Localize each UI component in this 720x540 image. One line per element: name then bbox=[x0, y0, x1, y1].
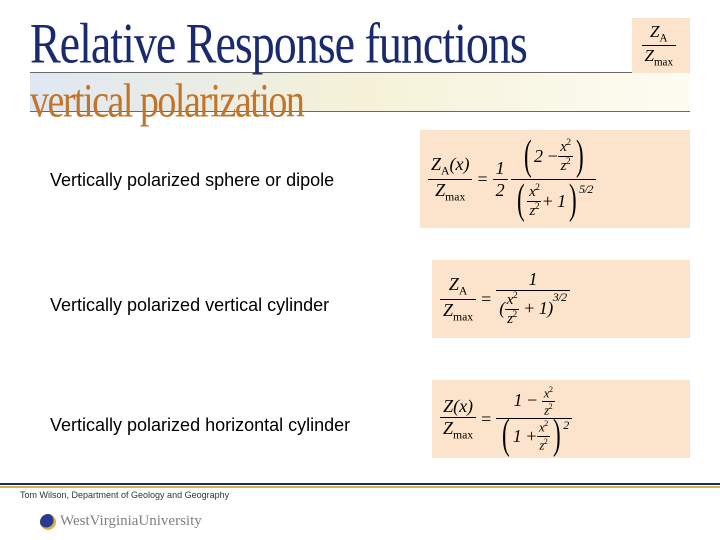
title-area: Relative Response functions vertical pol… bbox=[0, 0, 720, 130]
equation-hcyl: Z(x) Zmax = 1 − x2z2 ( 1 + x2z2 )2 bbox=[432, 380, 690, 458]
eq1-plus1: + 1 bbox=[541, 191, 565, 212]
hr-den-sub: max bbox=[654, 56, 673, 68]
eq1-lhs-den: Z bbox=[435, 180, 445, 200]
wvu-logo-text: WestVirginiaUniversity bbox=[40, 513, 202, 530]
eq3-p1: 2 bbox=[549, 385, 553, 394]
item-label-3: Vertically polarized horizontal cylinder bbox=[50, 415, 350, 436]
eq3-p3: 2 bbox=[544, 419, 548, 428]
header-ratio-eq: ZA Zmax bbox=[632, 18, 691, 73]
eq2-lhs-den: Z bbox=[443, 300, 453, 320]
eq1-p1: 2 bbox=[566, 138, 570, 148]
eq1-const-den: 2 bbox=[493, 180, 508, 201]
eq3-p4: 2 bbox=[544, 437, 548, 446]
footer-divider-blue bbox=[0, 483, 720, 485]
eq3-lhs-den-sub: max bbox=[453, 428, 473, 441]
hr-den: Z bbox=[645, 46, 654, 65]
eq3-p2: 2 bbox=[549, 402, 553, 411]
equals-icon: = bbox=[477, 169, 487, 190]
wvu-name: WestVirginiaUniversity bbox=[60, 513, 202, 530]
page-title: Relative Response functions bbox=[30, 10, 527, 76]
footer-credit: Tom Wilson, Department of Geology and Ge… bbox=[20, 490, 229, 500]
wvu-logo-icon bbox=[40, 514, 56, 530]
eq2-num: 1 bbox=[496, 269, 569, 291]
page-subtitle: vertical polarization bbox=[30, 74, 303, 129]
equals-icon: = bbox=[481, 289, 491, 310]
eq3-plus: 1 + bbox=[513, 426, 537, 447]
eq1-top-lead: 2 − bbox=[534, 146, 558, 167]
eq3-top-lead: 1 − bbox=[514, 390, 542, 410]
eq3-exp: 2 bbox=[563, 418, 569, 432]
equation-vcyl: ZA Zmax = 1 (x2z2 + 1)3/2 bbox=[432, 260, 690, 338]
eq2-p1: 2 bbox=[513, 291, 517, 301]
eq3-lhs-den: Z bbox=[443, 418, 453, 438]
eq1-exp: 5/2 bbox=[579, 182, 593, 196]
hr-num-sub: A bbox=[659, 32, 667, 44]
item-label-1: Vertically polarized sphere or dipole bbox=[50, 170, 334, 191]
eq1-p2: 2 bbox=[566, 157, 570, 167]
eq2-lhs-num: Z bbox=[449, 274, 459, 294]
eq3-lhs-num: Z(x) bbox=[443, 396, 473, 416]
eq1-lhs-arg: (x) bbox=[449, 154, 469, 174]
eq1-lhs-num: Z bbox=[431, 154, 441, 174]
item-label-2: Vertically polarized vertical cylinder bbox=[50, 295, 329, 316]
equation-sphere: ZA(x) Zmax = 1 2 ( 2 − x2z2 ) ( x2z2 + 1… bbox=[420, 130, 690, 228]
eq2-exp: 3/2 bbox=[553, 290, 567, 304]
eq2-plus1: + 1) bbox=[519, 298, 553, 318]
eq2-lhs-num-sub: A bbox=[459, 285, 467, 298]
eq2-p2: 2 bbox=[513, 310, 517, 320]
eq2-lhs-den-sub: max bbox=[453, 310, 473, 323]
footer-divider-gold bbox=[0, 486, 720, 488]
eq1-lhs-den-sub: max bbox=[445, 190, 465, 203]
footer: Tom Wilson, Department of Geology and Ge… bbox=[0, 480, 720, 540]
eq1-const-num: 1 bbox=[493, 158, 508, 180]
eq1-p4: 2 bbox=[535, 202, 539, 212]
equals-icon: = bbox=[481, 409, 491, 430]
eq1-p3: 2 bbox=[535, 183, 539, 193]
